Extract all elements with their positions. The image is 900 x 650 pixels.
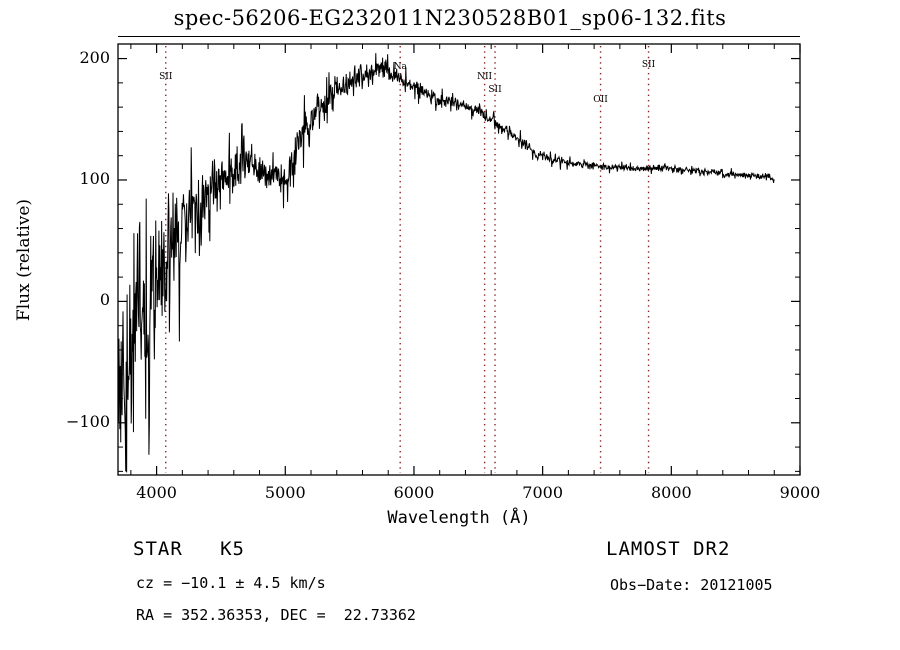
x-tick-label: 5000 <box>264 483 306 502</box>
object-class-text: STAR K5 <box>133 538 245 560</box>
plot-frame <box>117 43 801 476</box>
x-axis-label: Wavelength (Å) <box>387 508 531 528</box>
spectral-line-label-Na: Na <box>393 62 407 72</box>
y-tick-label: −100 <box>66 411 110 431</box>
coords-text: RA = 352.36353, DEC = 22.73362 <box>136 606 416 624</box>
x-tick-label: 6000 <box>393 483 435 502</box>
page-title: spec-56206-EG232011N230528B01_sp06-132.f… <box>173 6 727 30</box>
y-tick-label: 200 <box>79 47 110 67</box>
spectral-line-markers <box>165 46 650 473</box>
spectral-line-label-NII: NII <box>477 72 493 82</box>
x-tick-label: 7000 <box>522 483 563 502</box>
obs-date-text: Obs−Date: 20121005 <box>610 576 773 594</box>
spectrum-trace <box>118 53 775 473</box>
spectral-line-label-SII: SII <box>641 60 656 70</box>
x-tick-label: 9000 <box>779 483 821 502</box>
y-tick-label: 100 <box>79 168 110 188</box>
y-tick-label: 0 <box>99 290 110 310</box>
x-tick-label: 4000 <box>136 483 177 502</box>
title-underline <box>118 36 800 37</box>
cz-text: cz = −10.1 ± 4.5 km/s <box>136 574 326 592</box>
survey-text: LAMOST DR2 <box>606 538 731 560</box>
axis-ticks <box>118 44 801 475</box>
x-tick-label: 8000 <box>650 483 692 502</box>
spectral-line-label-SII: SII <box>159 72 173 82</box>
